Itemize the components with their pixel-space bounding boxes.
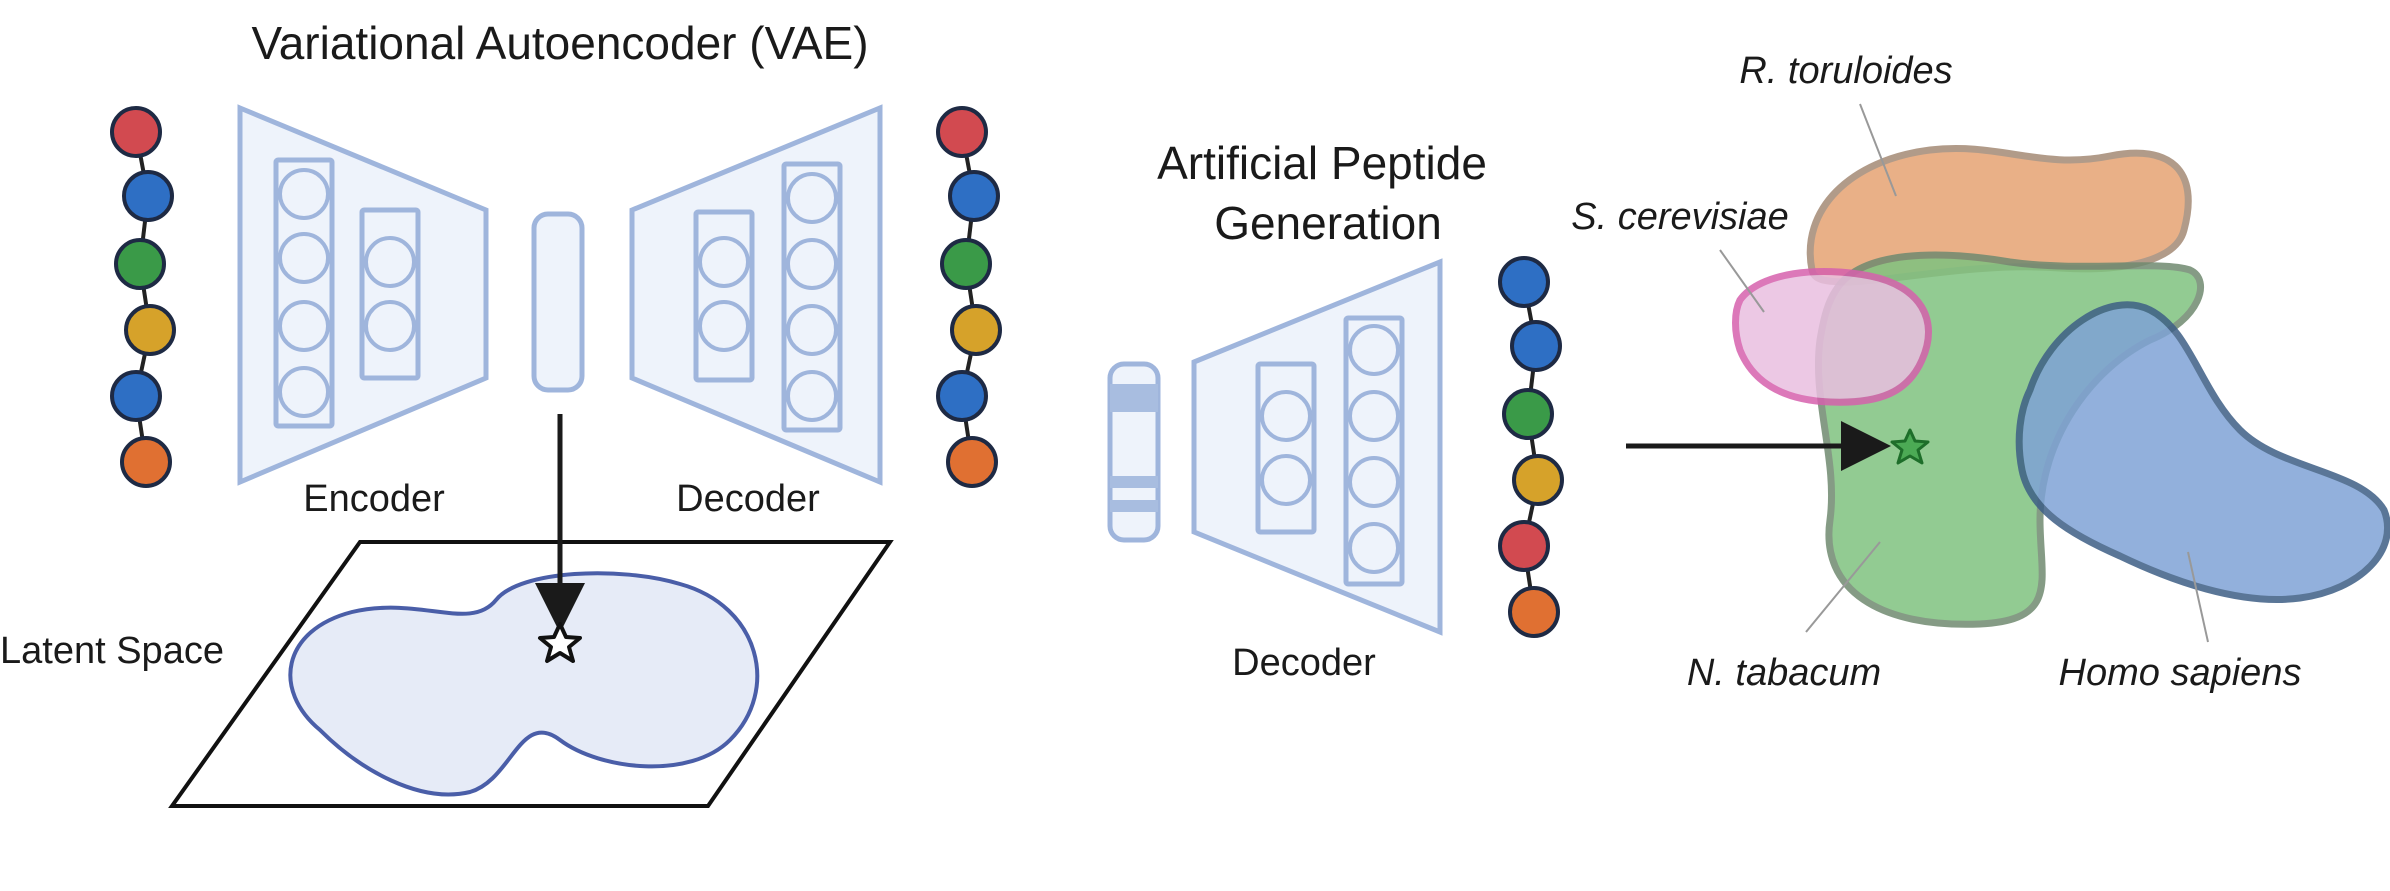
vae-decoder-layer-2 [781,161,843,433]
generation-title-line2: Generation [1214,197,1442,249]
decoder-node [786,172,838,224]
encoder-node [278,168,330,220]
input-peptide-chain [110,106,176,488]
decoder-node [1348,456,1400,508]
decoder-node [786,238,838,290]
amino-acid-bead [124,304,176,356]
vae-title: Variational Autoencoder (VAE) [251,17,869,69]
amino-acid-bead [1498,256,1550,308]
sampled-latent-vector [1107,361,1161,543]
amino-acid-bead [114,238,166,290]
amino-acid-bead [1512,454,1564,506]
amino-acid-bead [1508,586,1560,638]
blob-homo-sapiens [2015,301,2390,603]
encoder-layer-2 [359,207,421,381]
encoder-block [237,104,489,486]
encoder-node [364,300,416,352]
generation-decoder-layer-1 [1255,361,1317,535]
decoder-node [786,304,838,356]
amino-acid-bead [940,238,992,290]
decoder-node [698,236,750,288]
leader-s-cerevisiae [1719,249,1765,313]
amino-acid-bead [1502,388,1554,440]
latent-space-region [288,571,760,797]
amino-acid-bead [950,304,1002,356]
encoder-node [278,366,330,418]
vae-decoder-label: Decoder [676,478,820,520]
amino-acid-bead [120,436,172,488]
encoder-layer-1 [273,157,335,429]
latent-space-label: Latent Space [0,630,224,672]
encoder-node [278,300,330,352]
leader-r-toruloides [1859,103,1897,197]
amino-acid-bead [110,370,162,422]
leader-n-tabacum [1805,541,1881,633]
encoder-node [364,236,416,288]
vae-decoder-trapezoid [629,104,883,486]
decoder-node [786,370,838,422]
amino-acid-bead [1498,520,1550,572]
encoder-label: Encoder [303,478,445,520]
generation-decoder-layer-2 [1343,315,1405,587]
vae-decoder-block [629,104,883,486]
label-s-cerevisiae: S. cerevisiae [1571,196,1789,238]
amino-acid-bead [122,170,174,222]
generation-decoder-label: Decoder [1232,642,1376,684]
latent-point-star-icon [538,622,582,663]
generation-decoder-block [1191,258,1443,636]
decoder-node [1260,454,1312,506]
decoder-node [1348,324,1400,376]
label-r-toruloides: R. toruloides [1739,50,1953,92]
leader-homo-sapiens [2187,551,2209,643]
amino-acid-bead [936,370,988,422]
generated-point-star-icon [1890,428,1930,465]
decoder-node [1348,390,1400,442]
decoder-node [1260,390,1312,442]
amino-acid-bead [110,106,162,158]
decoder-node [1348,522,1400,574]
decoder-node [698,300,750,352]
blob-s-cerevisiae [1732,267,1932,406]
amino-acid-bead [936,106,988,158]
amino-acid-bead [946,436,998,488]
species-blobs [1732,145,2390,628]
reconstructed-peptide-chain [936,106,1002,488]
amino-acid-bead [1510,320,1562,372]
generation-title-line1: Artificial Peptide [1157,137,1487,189]
label-n-tabacum: N. tabacum [1686,652,1882,694]
latent-bottleneck [531,211,585,393]
amino-acid-bead [948,170,1000,222]
encoder-node [278,232,330,284]
label-homo-sapiens: Homo sapiens [2058,652,2302,694]
generated-peptide-chain [1498,256,1564,638]
